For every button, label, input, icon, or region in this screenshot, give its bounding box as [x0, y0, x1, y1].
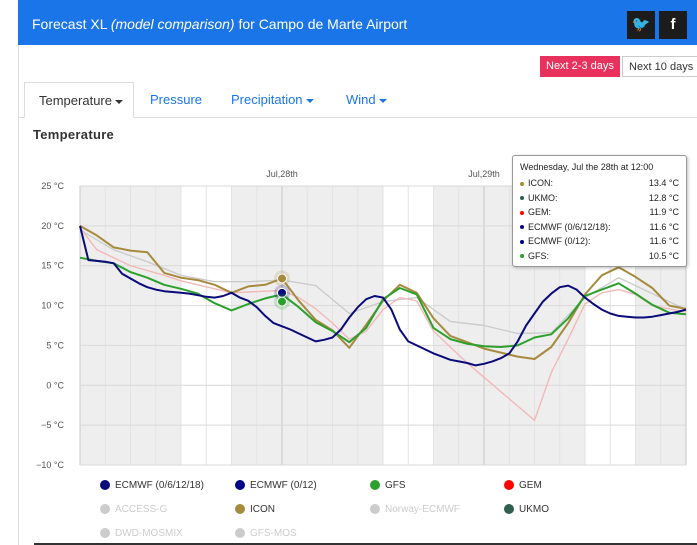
facebook-icon[interactable]: f [659, 11, 687, 39]
legend-item-ecmwf-0-12-[interactable]: ECMWF (0/12) [235, 480, 317, 491]
tabs-divider [18, 117, 697, 118]
series-line-ecmwf-0-6-12-18- [79, 225, 687, 367]
hover-point [277, 273, 287, 284]
tooltip-row: ICON: 13.4 °C [520, 176, 679, 191]
x-tick-label: Jul,29th [468, 169, 500, 179]
tooltip-name: UKMO: [528, 192, 558, 203]
y-tick-label: 5 °C [46, 340, 64, 350]
tooltip-value: 11.9 °C [649, 207, 679, 217]
legend-label: UKMO [519, 504, 549, 515]
legend-dot [100, 528, 110, 539]
tooltip-value: 11.6 °C [649, 221, 679, 232]
tab-precipitation[interactable]: Precipitation [231, 82, 314, 118]
tooltip-value: 12.8 °C [648, 192, 679, 203]
legend-label: DWD-MOSMIX [115, 528, 183, 539]
legend-dot [504, 480, 514, 491]
legend-label: GFS [385, 480, 406, 491]
chevron-down-icon [114, 99, 123, 104]
y-tick-label: −10 °C [36, 460, 64, 470]
y-tick-label: 20 °C [41, 221, 64, 231]
twitter-icon[interactable]: 🐦 [627, 11, 655, 39]
tooltip-dot [520, 196, 524, 201]
legend-dot [235, 528, 245, 539]
tooltip-dot [520, 239, 524, 244]
legend-label: ACCESS-G [115, 504, 168, 515]
legend-dot [504, 504, 514, 515]
x-tick-label: Jul,28th [266, 169, 298, 179]
hover-point [277, 296, 287, 307]
legend-dot [370, 480, 380, 491]
chevron-down-icon [305, 98, 314, 103]
y-tick-label: 10 °C [41, 301, 64, 311]
legend-item-icon[interactable]: ICON [235, 504, 275, 515]
legend-label: ECMWF (0/6/12/18) [115, 480, 204, 491]
next-10-days-button[interactable]: Next 10 days [622, 56, 697, 77]
next-2-3-days-button[interactable]: Next 2-3 days [540, 56, 620, 77]
legend-item-access-g[interactable]: ACCESS-G [100, 504, 167, 515]
panel-border [18, 45, 19, 545]
legend-item-dwd-mosmix[interactable]: DWD-MOSMIX [100, 528, 183, 539]
tooltip-name: ECMWF (0/12): [528, 236, 591, 246]
legend-label: GFS-MOS [250, 528, 297, 539]
tooltip-row: GFS: 10.5 °C [520, 249, 679, 264]
tab-pressure[interactable]: Pressure [150, 92, 203, 107]
tab-wind[interactable]: Wind [346, 82, 387, 118]
legend-label: ECMWF (0/12) [250, 480, 317, 491]
y-tick-label: 15 °C [41, 261, 64, 271]
bottom-rule [34, 543, 697, 545]
legend-label: GEM [519, 480, 542, 491]
tooltip-value: 11.6 °C [649, 236, 679, 246]
tooltip-row: GEM: 11.9 °C [520, 205, 679, 220]
tooltip-row: ECMWF (0/12): 11.6 °C [520, 234, 679, 249]
tooltip-title: Wednesday, Jul the 28th at 12:00 [520, 162, 654, 172]
section-title: Temperature [33, 127, 115, 142]
chart-tooltip: Wednesday, Jul the 28th at 12:00 ICON: 13… [512, 155, 687, 267]
legend-item-gem[interactable]: GEM [504, 480, 542, 491]
header-title: Forecast XL (model comparison) for Campo… [32, 16, 408, 32]
legend-dot [100, 480, 110, 491]
tooltip-dot [520, 254, 524, 259]
legend-label: ICON [250, 504, 275, 515]
tooltip-name: GFS: [528, 250, 550, 261]
legend-item-gfs[interactable]: GFS [370, 480, 406, 491]
legend-dot [235, 480, 245, 491]
legend-dot [370, 504, 380, 515]
tooltip-name: ICON: [528, 178, 554, 188]
tab-temperature[interactable]: Temperature [24, 82, 134, 118]
legend-dot [235, 504, 245, 515]
tooltip-row: ECMWF (0/6/12/18): 11.6 °C [520, 220, 679, 235]
tooltip-dot [520, 225, 524, 230]
legend-dot [100, 504, 110, 515]
tooltip-name: ECMWF (0/6/12/18): [528, 221, 611, 232]
y-tick-label: −5 °C [41, 420, 64, 430]
legend-item-gfs-mos[interactable]: GFS-MOS [235, 528, 297, 539]
header-bar: Forecast XL (model comparison) for Campo… [18, 0, 697, 45]
series-line-gem [79, 227, 687, 422]
legend-item-ecmwf-0-6-12-18-[interactable]: ECMWF (0/6/12/18) [100, 480, 204, 491]
legend-label: Norway-ECMWF [385, 504, 460, 515]
legend-item-norway-ecmwf[interactable]: Norway-ECMWF [370, 504, 460, 515]
legend-item-ukmo[interactable]: UKMO [504, 504, 549, 515]
tooltip-name: GEM: [528, 207, 552, 217]
tooltip-value: 10.5 °C [648, 250, 679, 261]
tooltip-row: UKMO: 12.8 °C [520, 191, 679, 206]
tooltip-dot [520, 181, 524, 186]
tooltip-dot [520, 210, 524, 215]
y-tick-label: 0 °C [46, 380, 64, 390]
tooltip-value: 13.4 °C [648, 178, 679, 188]
y-tick-label: 25 °C [41, 181, 64, 191]
chevron-down-icon [378, 98, 387, 103]
